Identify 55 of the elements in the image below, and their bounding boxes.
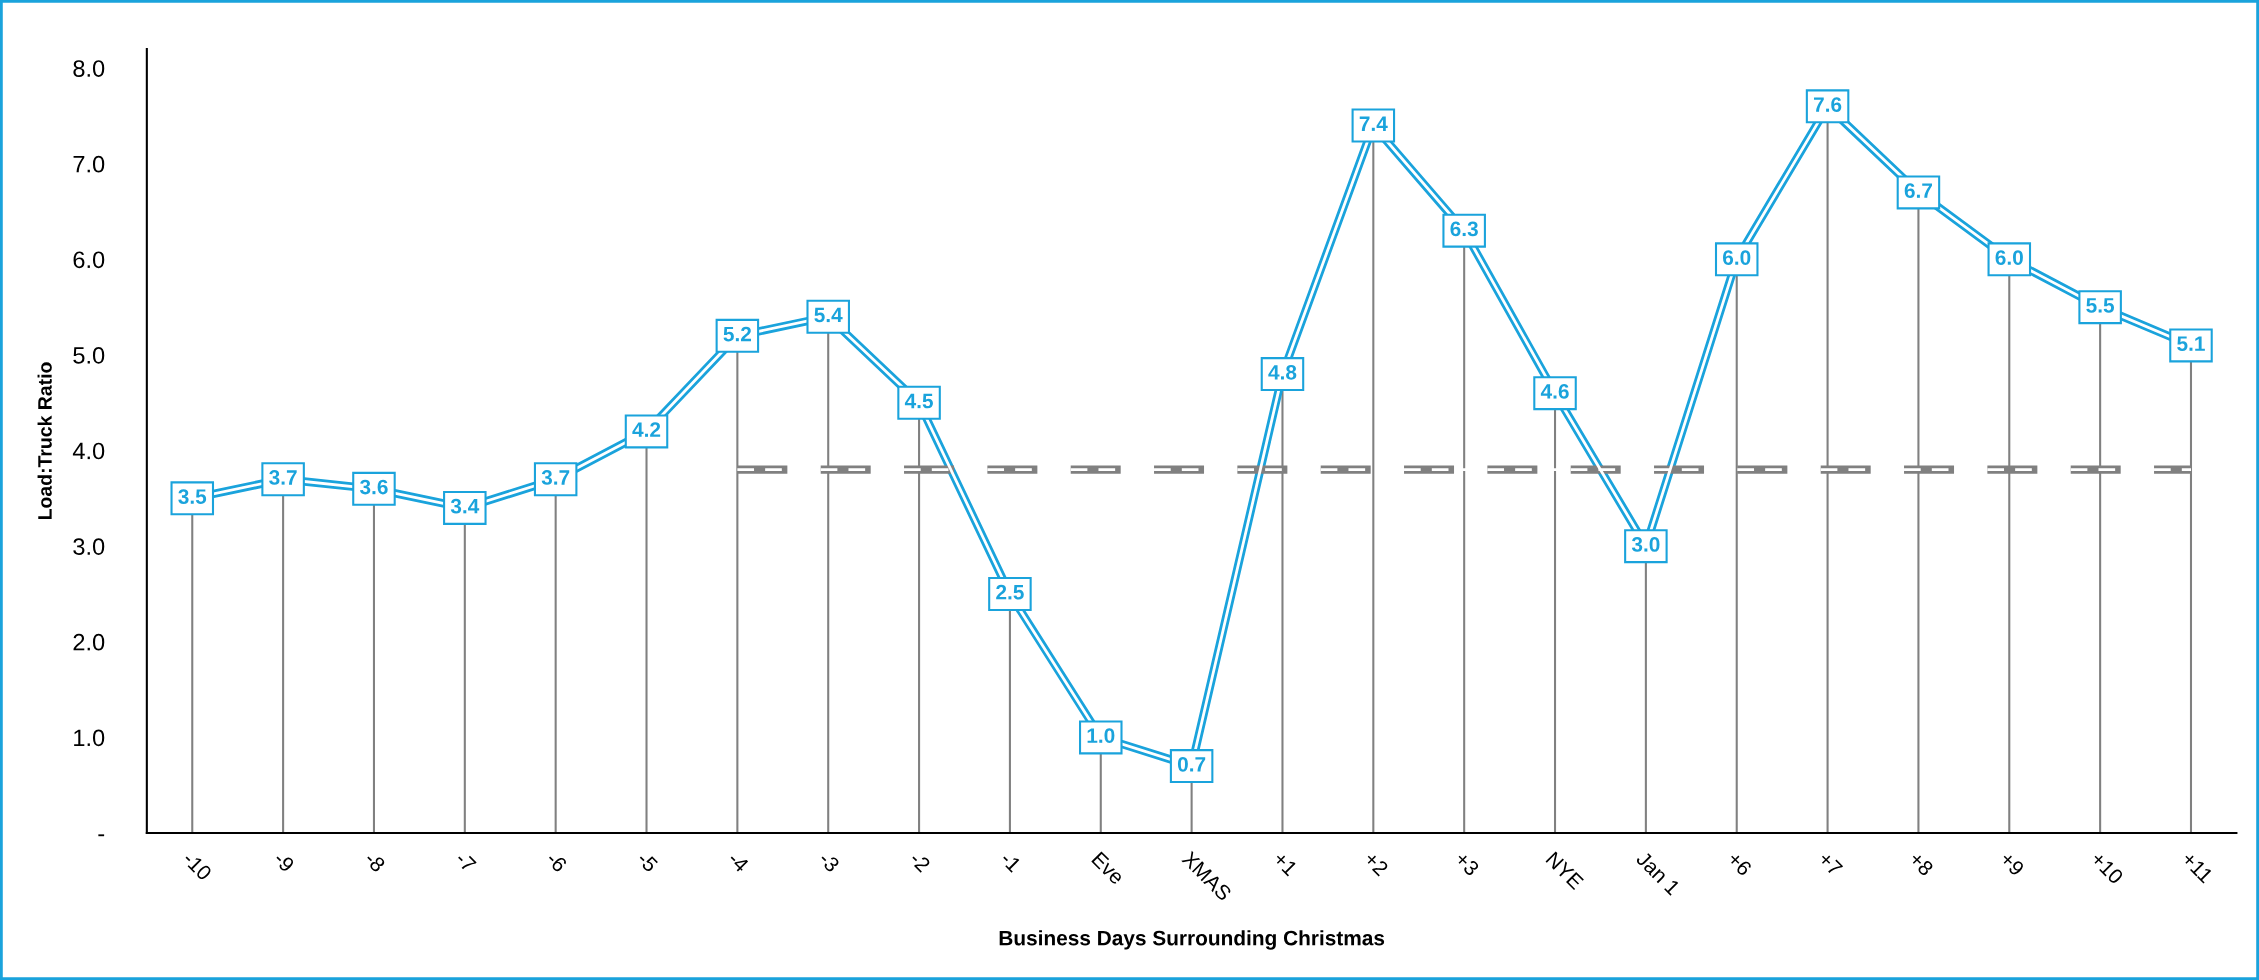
data-label: 3.4 — [450, 498, 480, 514]
y-tick-label: 2.0 — [73, 633, 105, 651]
y-tick-label: 3.0 — [73, 538, 105, 555]
x-tick-label: -4 — [727, 850, 750, 874]
y-tick-label: 4.0 — [72, 442, 105, 460]
x-tick-label: +9 — [1999, 850, 2025, 877]
data-label: 5.4 — [814, 307, 843, 323]
x-tick-label: -3 — [818, 850, 841, 873]
data-label: 3.6 — [359, 479, 388, 495]
data-label: 6.0 — [1723, 250, 1751, 265]
x-tick-label: +3 — [1454, 850, 1480, 877]
x-axis-title: Business Days Surrounding Christmas — [999, 930, 1385, 950]
x-tick-label: +6 — [1726, 850, 1753, 877]
data-label: 7.6 — [1814, 97, 1842, 112]
x-tick-label: +10 — [2090, 850, 2125, 885]
data-label: 3.7 — [541, 470, 570, 485]
x-tick-label: -10 — [182, 850, 213, 882]
data-label: 1.0 — [1087, 728, 1115, 743]
data-label: 3.7 — [269, 470, 297, 485]
data-label: 3.5 — [178, 489, 207, 504]
x-tick-label: -5 — [636, 850, 659, 873]
data-label: 7.4 — [1359, 116, 1388, 131]
x-tick-label: -8 — [363, 850, 387, 873]
y-tick-label: 8.0 — [73, 60, 105, 77]
data-label: 5.1 — [2177, 336, 2205, 351]
x-tick-label: Eve — [1091, 851, 1125, 886]
data-label: 5.2 — [723, 326, 752, 342]
data-label: 4.5 — [904, 393, 933, 409]
data-label: 4.2 — [632, 422, 661, 437]
x-tick-label: -7 — [454, 850, 477, 873]
y-axis-title: Load:Truck Ratio — [37, 362, 52, 520]
x-tick-label: -6 — [545, 850, 568, 873]
x-tick-label: +1 — [1272, 850, 1299, 877]
x-tick-label: -1 — [999, 850, 1022, 873]
x-tick-label: -9 — [272, 850, 296, 873]
x-tick-label: +8 — [1908, 850, 1935, 877]
data-label: 4.8 — [1268, 364, 1297, 380]
x-tick-label: Jan 1 — [1635, 850, 1681, 896]
data-label: 6.7 — [1904, 183, 1932, 199]
data-label: 4.6 — [1540, 384, 1569, 399]
data-label: 6.0 — [1995, 250, 2023, 265]
data-label: 2.5 — [996, 584, 1024, 600]
data-label: 6.3 — [1450, 221, 1478, 237]
x-tick-label: -2 — [909, 850, 932, 873]
y-tick-label: 1.0 — [74, 729, 105, 747]
data-label: 5.5 — [2086, 298, 2115, 313]
x-tick-label: +2 — [1363, 850, 1389, 877]
y-tick-label: - — [98, 834, 105, 837]
y-tick-label: 7.0 — [73, 155, 105, 173]
x-tick-label: +7 — [1817, 850, 1844, 877]
data-label: 3.0 — [1631, 537, 1660, 552]
y-tick-label: 5.0 — [73, 347, 105, 364]
y-tick-label: 6.0 — [73, 251, 105, 269]
x-tick-label: +11 — [2181, 850, 2214, 884]
data-label: 0.7 — [1177, 756, 1206, 772]
